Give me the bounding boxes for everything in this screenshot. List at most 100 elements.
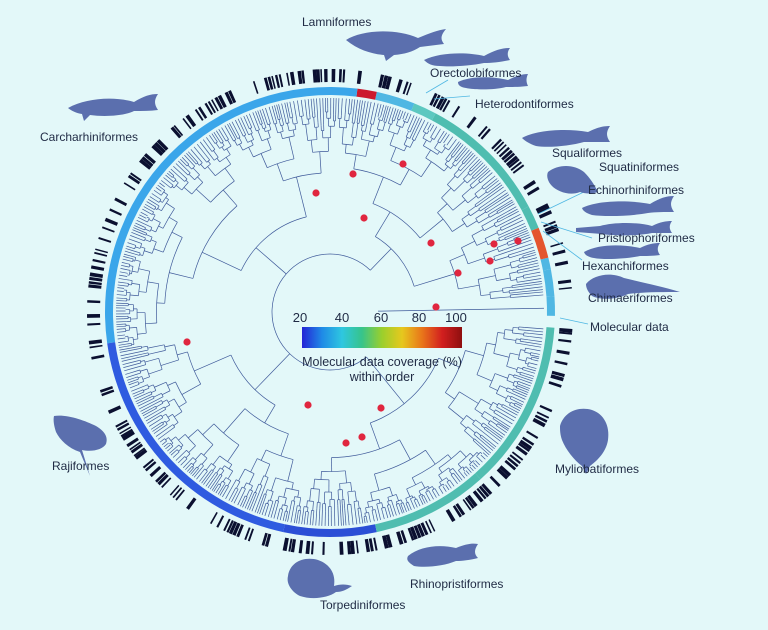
tree-arc <box>403 144 411 148</box>
tree-arc <box>267 123 271 125</box>
tree-branch <box>185 453 191 459</box>
tree-branch <box>233 490 241 504</box>
tree-branch <box>473 176 477 179</box>
tree-branch <box>419 498 424 505</box>
tree-branch <box>231 121 238 133</box>
tree-branch <box>298 112 301 117</box>
tree-branch <box>142 354 149 357</box>
tree-branch <box>319 98 322 126</box>
tree-arc <box>139 252 141 256</box>
tree-branch <box>171 446 174 448</box>
tree-branch <box>147 395 154 400</box>
tree-branch <box>480 294 491 296</box>
tree-arc <box>139 369 142 374</box>
tree-arc <box>268 499 274 502</box>
tree-branch <box>506 390 514 395</box>
tree-branch <box>144 228 151 232</box>
tree-arc <box>261 137 271 142</box>
tree-branch <box>370 492 373 501</box>
tree-branch <box>168 216 178 223</box>
tree-branch <box>364 513 366 517</box>
tree-branch <box>375 513 378 521</box>
tree-branch <box>381 502 384 508</box>
tree-branch <box>236 481 241 489</box>
molecular-data-tick <box>155 471 167 483</box>
tree-branch <box>264 404 276 424</box>
tree-branch <box>455 475 461 483</box>
molecular-data-tick <box>101 226 115 233</box>
tree-arc <box>307 500 314 502</box>
tree-branch <box>396 116 399 120</box>
tree-branch <box>150 239 157 243</box>
label-heterodontiformes: Heterodontiformes <box>475 97 574 111</box>
tree-branch <box>233 479 237 485</box>
tree-branch <box>513 236 518 239</box>
tree-branch <box>371 510 374 514</box>
shark-silhouette <box>68 94 158 121</box>
tree-branch <box>225 135 229 140</box>
tree-arc <box>235 487 239 490</box>
order-labels: Lamniformes Orectolobiformes Heterodonti… <box>40 15 695 612</box>
tree-branch <box>160 359 179 366</box>
tree-branch <box>163 177 171 184</box>
tree-branch <box>457 163 464 169</box>
tree-branch <box>119 274 128 277</box>
molecular-data-tick <box>119 426 132 435</box>
tree-arc <box>388 130 398 135</box>
tree-branch <box>178 447 183 452</box>
tree-branch <box>221 142 225 146</box>
tree-arc <box>522 367 524 370</box>
tree-branch <box>450 152 454 157</box>
tree-branch <box>501 425 509 431</box>
tree-branch <box>153 407 157 411</box>
molecular-data-tick <box>554 260 569 267</box>
coverage-segment-orectolobiformes <box>375 91 415 111</box>
tree-branch <box>341 489 344 500</box>
tree-arc <box>236 479 241 482</box>
tree-branch <box>436 128 441 136</box>
tree-arc <box>286 487 299 492</box>
tree-branch <box>526 370 536 374</box>
tree-branch <box>202 423 215 435</box>
tree-arc <box>258 483 263 486</box>
tree-arc <box>254 491 257 494</box>
tree-arc <box>406 481 422 490</box>
tree-branch <box>259 109 265 122</box>
tree-branch <box>484 172 493 180</box>
tree-branch <box>244 135 248 143</box>
tree-branch <box>366 517 368 523</box>
tree-branch <box>459 147 468 158</box>
tree-arc <box>201 452 208 459</box>
tree-branch <box>513 228 528 235</box>
tree-branch <box>401 506 405 513</box>
tree-branch <box>508 243 513 246</box>
tree-branch <box>465 151 472 159</box>
molecular-data-tick <box>548 381 562 388</box>
molecular-data-tick <box>439 98 448 111</box>
tree-branch <box>511 266 519 269</box>
tree-branch <box>499 427 507 433</box>
tree-branch <box>515 342 524 345</box>
tree-branch <box>506 239 515 243</box>
tree-branch <box>148 419 161 427</box>
tree-branch <box>530 348 541 352</box>
tree-arc <box>529 352 532 356</box>
tree-branch <box>302 109 304 116</box>
tree-branch <box>483 224 496 231</box>
tree-branch <box>221 139 224 143</box>
tree-branch <box>458 284 480 290</box>
tree-branch <box>251 491 260 512</box>
tree-arc <box>377 128 383 131</box>
tree-branch <box>489 182 501 192</box>
tree-branch <box>411 131 416 140</box>
tree-arc <box>479 434 482 437</box>
tree-arc <box>351 136 356 139</box>
tree-arc <box>506 242 509 246</box>
tree-branch <box>135 381 139 383</box>
tree-arc <box>220 467 225 471</box>
tree-branch <box>243 482 247 489</box>
tree-branch <box>299 510 302 515</box>
molecular-data-tick <box>455 503 466 516</box>
molecular-data-tick <box>532 417 546 428</box>
tree-arc <box>342 143 353 146</box>
